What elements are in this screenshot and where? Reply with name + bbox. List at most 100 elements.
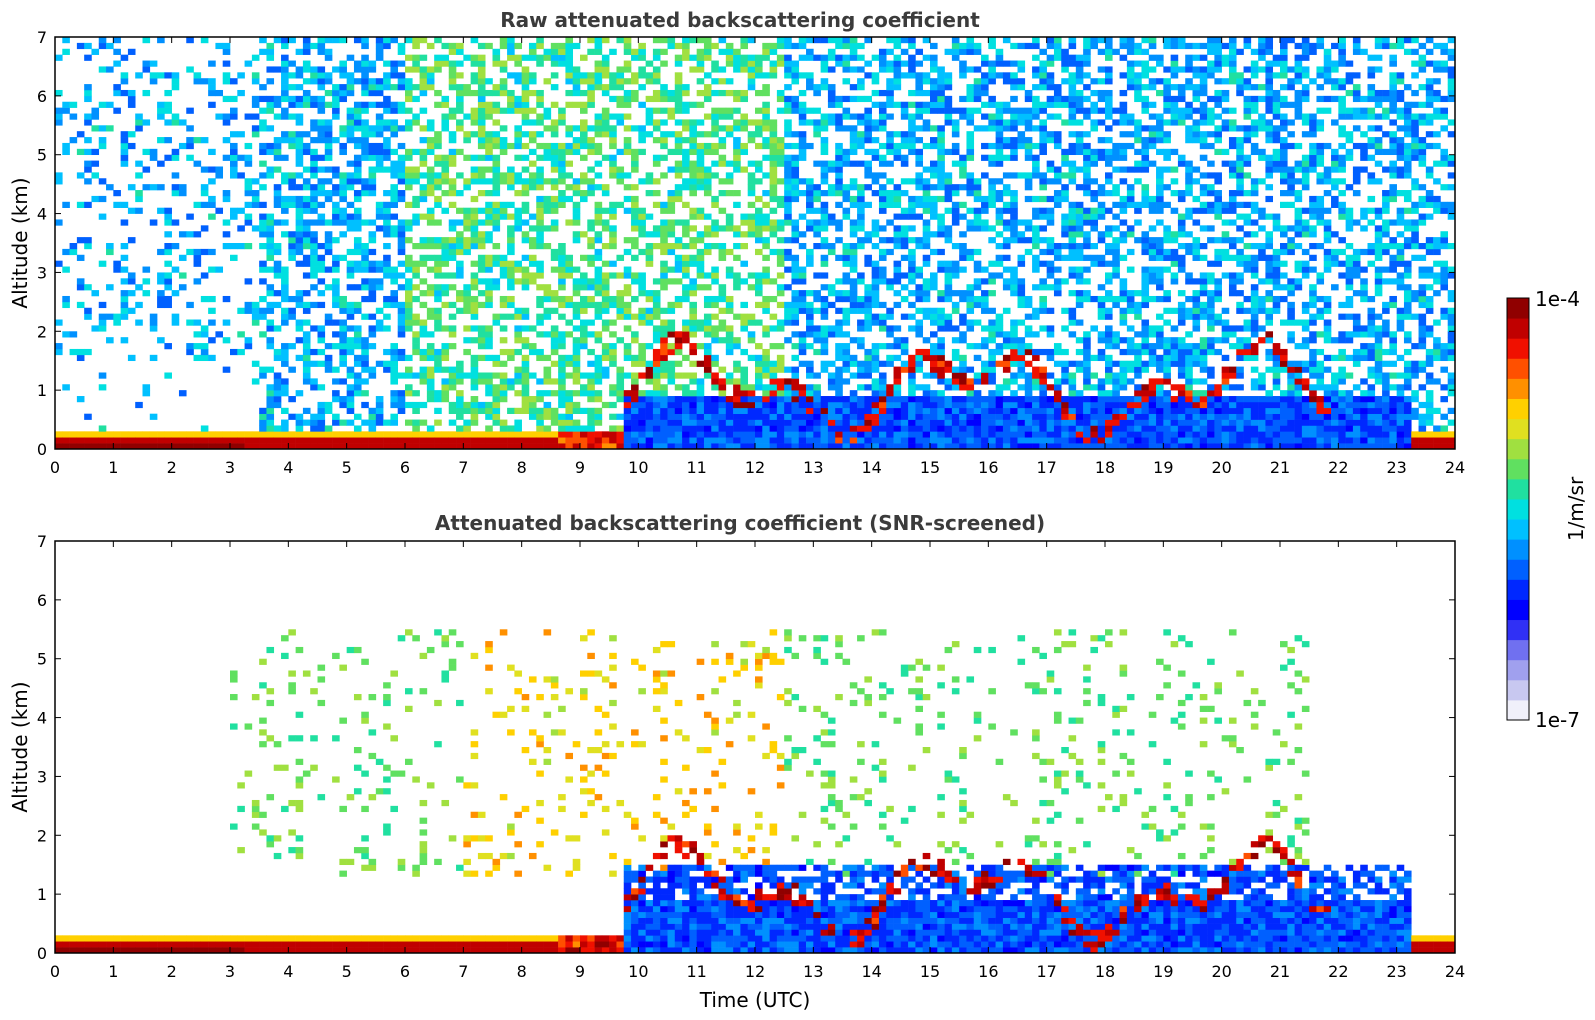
heatmap-cell [601,348,610,356]
heatmap-cell [776,42,785,50]
heatmap-cell [266,125,275,132]
heatmap-cell [981,172,989,179]
heatmap-cell [711,278,719,285]
heatmap-cell [332,113,340,120]
heatmap-cell [594,48,603,55]
heatmap-cell [375,166,384,173]
heatmap-cell [908,301,916,309]
heatmap-cell [572,184,581,191]
heatmap-cell [485,137,493,144]
heatmap-cell [514,72,522,79]
heatmap-cell [959,407,967,414]
heatmap-cell [886,384,894,391]
heatmap-cell [127,278,136,285]
heatmap-cell [463,425,471,432]
heatmap-cell [601,301,610,309]
heatmap-cell [981,378,989,385]
heatmap-cell [951,131,960,138]
heatmap-cell [696,184,705,191]
heatmap-cell [674,219,683,226]
heatmap-cell [747,313,756,320]
heatmap-cell [689,301,697,309]
heatmap-cell [295,184,304,191]
heatmap-cell [682,290,690,297]
heatmap-cell [981,219,989,226]
heatmap-cell [558,119,566,126]
heatmap-cell [507,237,515,244]
heatmap-cell [477,254,486,261]
heatmap-cell [346,443,355,450]
heatmap-cell [740,407,749,414]
heatmap-cell [1010,78,1018,85]
heatmap-cell [937,84,945,91]
heatmap-cell [711,396,719,403]
heatmap-cell [733,107,741,114]
heatmap-cell [230,148,238,156]
heatmap-cell [251,78,260,85]
heatmap-cell [813,419,821,426]
heatmap-cell [609,401,617,409]
heatmap-cell [281,437,289,444]
heatmap-cell [652,331,661,338]
heatmap-cell [769,366,778,373]
heatmap-cell [886,37,894,44]
heatmap-cell [572,237,581,244]
heatmap-cell [441,254,450,261]
heatmap-cell [806,313,814,320]
heatmap-cell [587,137,595,144]
heatmap-cell [587,254,595,261]
heatmap-cell [62,148,70,156]
heatmap-cell [915,195,924,203]
heatmap-cell [842,190,851,197]
heatmap-cell [587,319,595,326]
heatmap-cell [62,37,70,44]
heatmap-cell [776,160,785,167]
heatmap-cell [922,207,931,214]
heatmap-cell [842,443,851,450]
heatmap-cell [259,48,267,55]
heatmap-cell [652,178,661,185]
heatmap-cell [762,443,770,450]
heatmap-cell [448,384,457,391]
heatmap-cell [711,407,719,414]
heatmap-cell [375,396,384,403]
heatmap-cell [776,319,785,326]
heatmap-cell [492,401,501,409]
heatmap-cell [514,42,522,50]
heatmap-cell [776,354,785,362]
heatmap-cell [601,84,610,91]
heatmap-cell [434,325,442,332]
heatmap-cell [944,325,953,332]
heatmap-cell [259,295,267,303]
heatmap-cell [594,60,603,67]
heatmap-cell [127,431,136,438]
heatmap-cell [988,113,996,120]
heatmap-cell [973,425,982,432]
heatmap-cell [310,166,318,173]
heatmap-cell [842,366,851,373]
heatmap-cell [339,131,347,138]
heatmap-cell [273,95,282,103]
heatmap-cell [193,331,202,338]
heatmap-cell [667,331,676,338]
heatmap-cell [696,148,705,156]
heatmap-cell [1017,413,1026,420]
heatmap-cell [784,195,792,203]
heatmap-cell [755,366,763,373]
heatmap-cell [353,172,362,179]
heatmap-cell [652,290,661,297]
heatmap-cell [703,331,712,338]
heatmap-cell [368,89,377,97]
heatmap-cell [594,301,603,309]
heatmap-cell [886,425,894,432]
heatmap-cell [930,419,938,426]
heatmap-cell [900,113,909,120]
heatmap-cell [711,266,719,273]
heatmap-cell [295,148,304,156]
heatmap-cell [660,419,668,426]
heatmap-cell [244,301,253,309]
heatmap-cell [878,248,887,256]
heatmap-cell [492,166,501,173]
heatmap-cell [806,372,814,379]
heatmap-cell [660,48,668,55]
